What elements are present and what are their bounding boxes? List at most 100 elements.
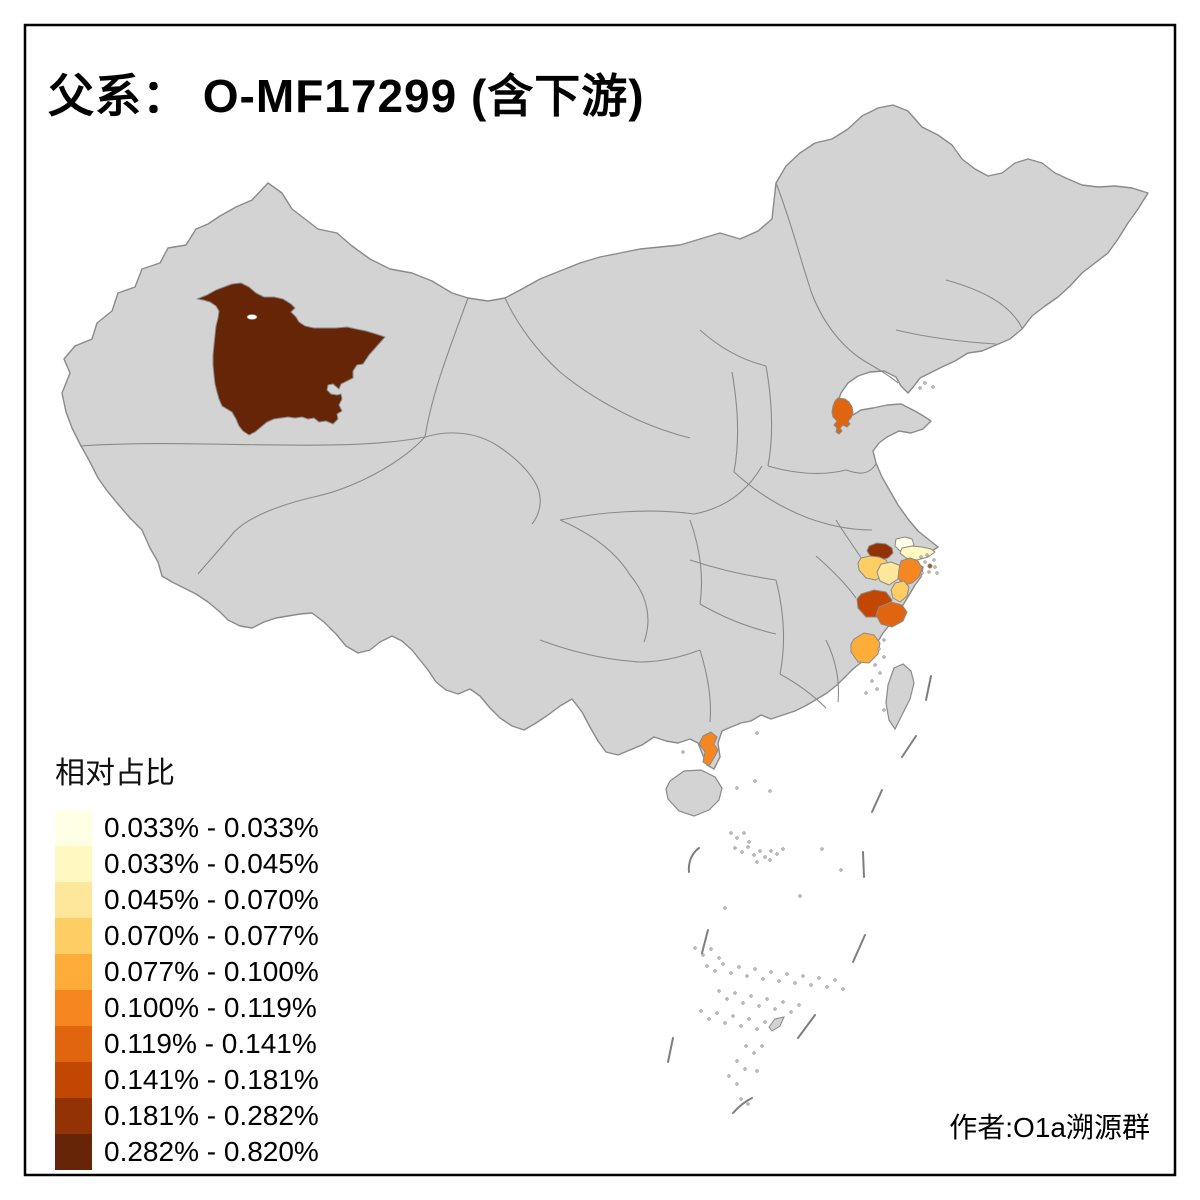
island-speck [737, 965, 741, 969]
island-speck [873, 663, 877, 667]
island-speck [763, 1020, 767, 1024]
island-speck [801, 974, 805, 978]
legend-swatch [55, 810, 92, 846]
legend-swatch [55, 1098, 92, 1134]
region-bayingolin-xinjiang [196, 282, 386, 436]
island-speck [755, 860, 759, 864]
island-speck [923, 381, 927, 385]
island-speck [739, 1097, 743, 1101]
island-speck [925, 553, 929, 557]
island-speck [870, 679, 874, 683]
dash-segment [701, 929, 709, 954]
dash-segment [732, 1097, 753, 1114]
dash-segment [797, 1014, 816, 1039]
legend-title: 相对占比 [55, 757, 175, 790]
dash-segment [687, 847, 700, 873]
island-speck [932, 558, 936, 562]
island-speck [839, 868, 843, 872]
island-speck [721, 962, 725, 966]
island-speck [707, 1017, 711, 1021]
legend-row: 0.033% - 0.033% [55, 810, 319, 846]
island-speck [755, 1069, 759, 1073]
island-speck [744, 1044, 748, 1048]
island-speck [735, 1059, 739, 1063]
island-speck [699, 1009, 703, 1013]
island-speck [923, 560, 927, 564]
island-speck [752, 1051, 756, 1055]
legend-row: 0.033% - 0.045% [55, 846, 319, 882]
island-speck [723, 906, 727, 910]
island-speck [793, 981, 797, 985]
plot-frame [23, 23, 1177, 1177]
legend-label: 0.033% - 0.045% [104, 848, 319, 879]
legend-swatch [55, 990, 92, 1026]
island-speck [731, 1014, 735, 1018]
island-speck [773, 1007, 777, 1011]
region-shaoxing-ningbo [897, 557, 923, 586]
island-speck [864, 691, 868, 695]
legend-label: 0.045% - 0.070% [104, 884, 319, 915]
island-speck [747, 1017, 751, 1021]
island-speck [729, 971, 733, 975]
island-speck [747, 840, 751, 844]
island-speck [757, 1004, 761, 1008]
island-speck [797, 1003, 801, 1007]
island-speck [877, 647, 881, 651]
dash-segment [925, 675, 932, 701]
bayingolin-enclave [246, 314, 258, 320]
island-speck [755, 1027, 759, 1031]
legend-swatch [55, 1134, 92, 1170]
island-speck [713, 969, 717, 973]
island-speck [723, 1021, 727, 1025]
legend-swatch [55, 954, 92, 990]
island-speck [752, 853, 756, 857]
island-speck [768, 858, 772, 862]
island-speck [729, 831, 733, 835]
island-speck [727, 1074, 731, 1078]
island-speck [927, 570, 931, 574]
island-speck [841, 987, 845, 991]
island-speck [882, 708, 886, 712]
region-shanghai-east [899, 545, 936, 561]
map-title: 父系： O-MF17299 (含下游) [48, 70, 645, 122]
legend-row: 0.282% - 0.820% [55, 1134, 319, 1170]
hainan [665, 769, 723, 817]
region-fuzhou-fujian [850, 632, 881, 664]
legend-swatch [55, 918, 92, 954]
legend-swatch [55, 1026, 92, 1062]
region-hangzhou-jiaxing [876, 561, 903, 586]
island-speck [735, 836, 739, 840]
island-speck [735, 786, 739, 790]
region-south-jiangsu [866, 542, 894, 561]
island-specks [681, 381, 939, 1106]
legend-row: 0.077% - 0.100% [55, 954, 319, 990]
island-speck [781, 1000, 785, 1004]
island-speck [760, 1044, 764, 1048]
island-speck [765, 997, 769, 1001]
dash-segment [871, 789, 883, 813]
island-speck [919, 555, 923, 559]
island-speck [817, 976, 821, 980]
legend-label: 0.100% - 0.119% [104, 992, 317, 1023]
legend-swatch [55, 1062, 92, 1098]
legend-row: 0.141% - 0.181% [55, 1062, 319, 1098]
legend-row: 0.070% - 0.077% [55, 918, 319, 954]
island-speck [882, 655, 886, 659]
colored-regions [196, 282, 936, 767]
island-speck [745, 974, 749, 978]
legend-row: 0.045% - 0.070% [55, 882, 319, 918]
legend-label: 0.070% - 0.077% [104, 920, 319, 951]
region-zhoushan-islet [927, 563, 933, 569]
island-speck [715, 1011, 719, 1015]
attribution: 作者:O1a溯源群 [949, 1112, 1150, 1143]
island-speck [746, 845, 750, 849]
island-speck [753, 779, 757, 783]
island-speck [785, 972, 789, 976]
legend-row: 0.119% - 0.141% [55, 1026, 319, 1062]
island-speck [746, 1102, 750, 1106]
region-central-zhejiang-strip [890, 580, 910, 603]
island-speck [809, 983, 813, 987]
island-speck [878, 671, 882, 675]
island-speck [761, 977, 765, 981]
